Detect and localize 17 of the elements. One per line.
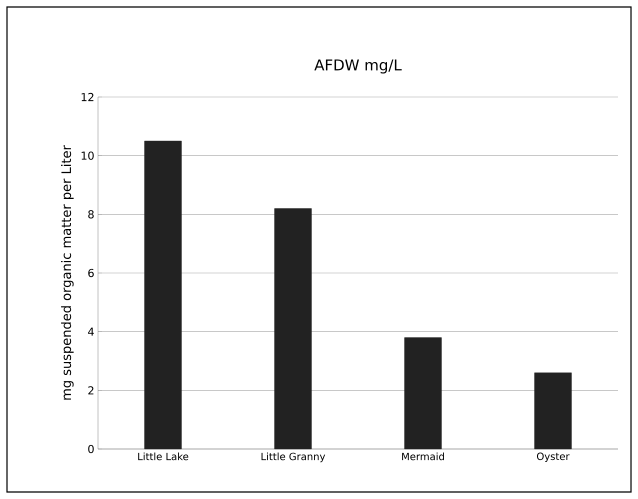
bar [404,337,442,450]
y-tick-label: 4 [88,328,94,336]
y-tick-label: 0 [88,444,94,454]
chart-title: AFDW mg/L [314,59,402,74]
bar [144,140,182,450]
bar [274,208,312,450]
y-tick-label: 12 [82,92,94,102]
y-tick-label: 8 [88,210,94,218]
y-tick-label: 10 [82,151,94,160]
x-tick-label: Oyster [536,452,570,462]
y-axis-title: mg suspended organic matter per Liter [61,145,74,400]
x-tick-label: Little Lake [138,452,188,460]
bar [534,372,572,450]
x-tick-label: Little Granny [262,452,326,462]
y-tick-label: 6 [88,268,94,278]
y-tick-label: 2 [88,386,94,394]
x-tick-label: Mermaid [402,452,444,460]
